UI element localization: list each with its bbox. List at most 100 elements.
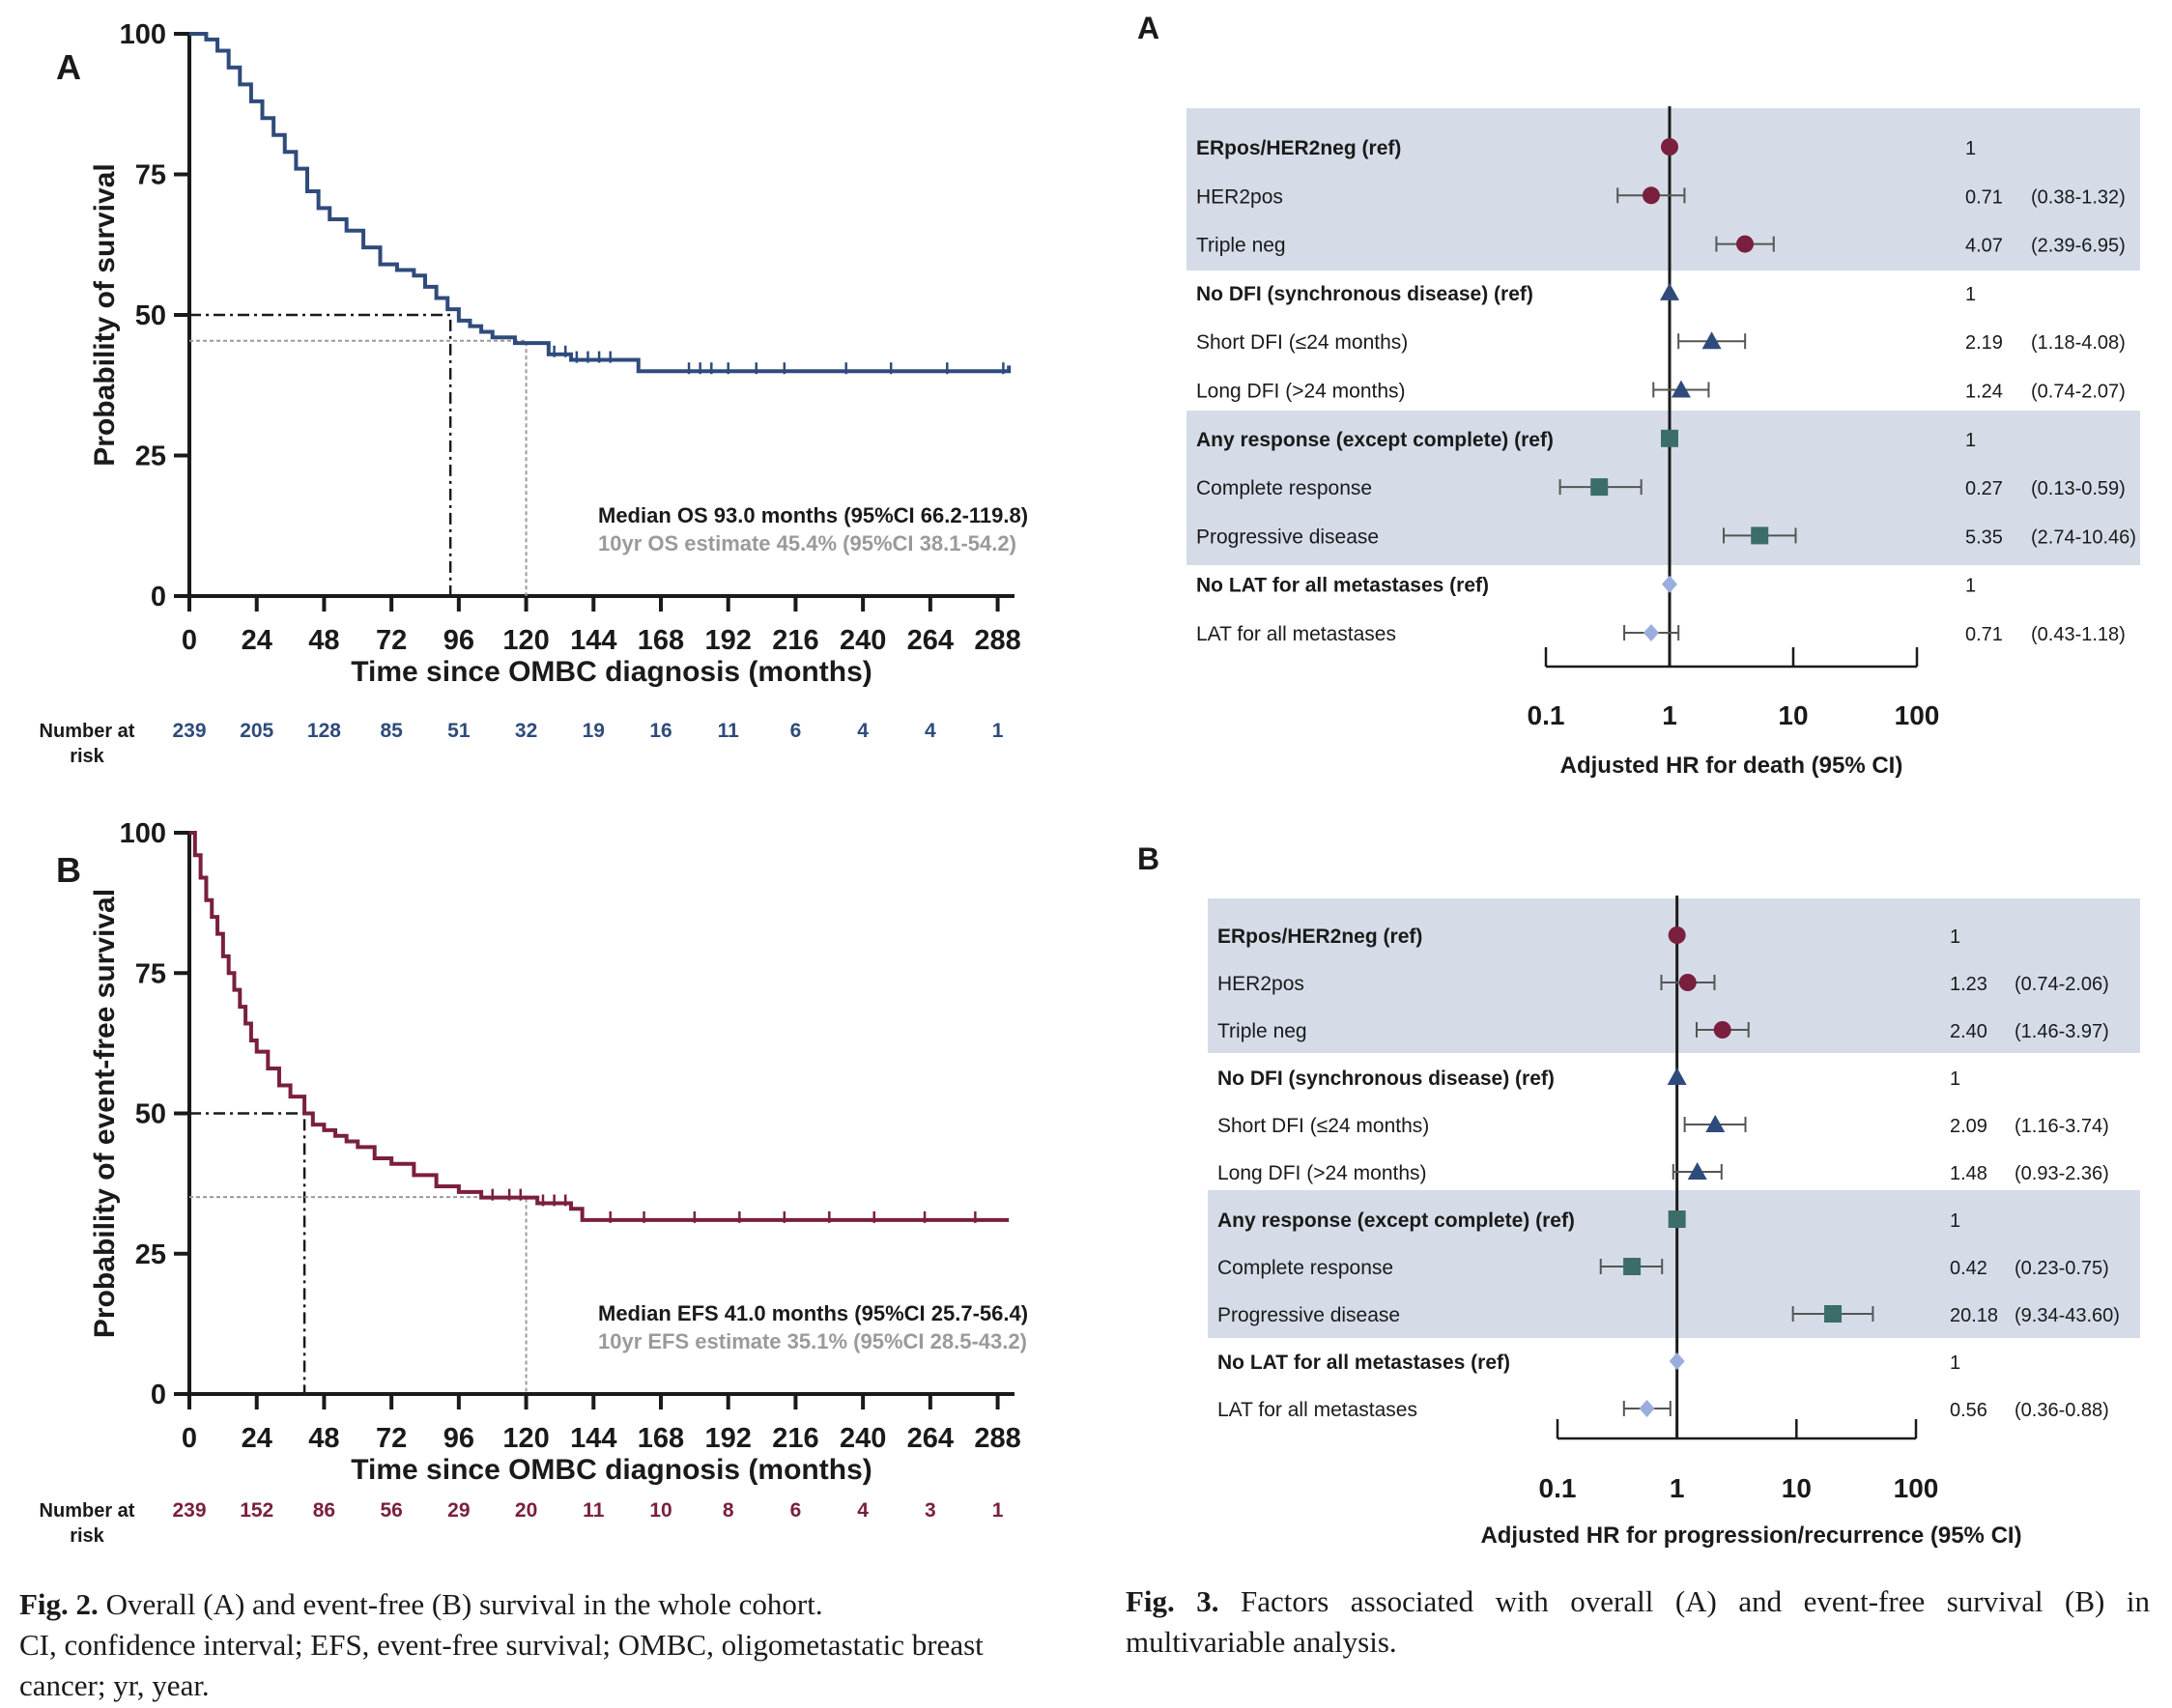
hr-marker-circle <box>1713 1021 1731 1039</box>
y-tick-label: 100 <box>120 818 166 849</box>
x-tick-label: 240 <box>840 625 886 656</box>
x-tick-label: 96 <box>443 625 474 656</box>
y-axis-title: Probability of event-free survival <box>89 889 121 1338</box>
ci-value: (0.43-1.18) <box>2031 624 2126 645</box>
x-tick-label: 48 <box>308 1423 339 1454</box>
x-tick-label: 0 <box>182 1423 197 1454</box>
y-tick-label: 75 <box>135 160 166 191</box>
x-tick-label: 288 <box>974 1423 1020 1454</box>
hr-value: 2.19 <box>1965 332 2003 354</box>
panel-letter: B <box>56 850 81 890</box>
hr-value: 1.24 <box>1965 382 2003 403</box>
row-label: Short DFI (≤24 months) <box>1196 331 1408 354</box>
row-label: LAT for all metastases <box>1196 623 1396 645</box>
x-tick-label: 192 <box>705 625 752 656</box>
y-axis-title: Probability of survival <box>89 163 121 466</box>
row-label: ERpos/HER2neg (ref) <box>1196 137 1401 159</box>
y-tick-label: 100 <box>120 19 166 50</box>
row-label: Short DFI (≤24 months) <box>1217 1115 1429 1137</box>
hr-value: 1 <box>1965 284 1976 305</box>
number-at-risk: 6 <box>790 720 802 742</box>
row-label: Progressive disease <box>1217 1304 1400 1326</box>
number-at-risk: 239 <box>172 720 206 742</box>
x-tick-label: 0.1 <box>1539 1473 1577 1503</box>
ci-value: (1.16-3.74) <box>2015 1116 2109 1137</box>
ten-year-reference-line <box>189 1196 528 1394</box>
row-label: Triple neg <box>1217 1020 1307 1042</box>
hr-marker-triangle <box>1701 331 1722 350</box>
ci-value: (0.93-2.36) <box>2015 1163 2109 1184</box>
hr-value: 1.48 <box>1950 1163 1987 1184</box>
y-tick-label: 0 <box>151 1380 166 1410</box>
row-label: HER2pos <box>1217 973 1304 995</box>
row-label: Triple neg <box>1196 235 1286 257</box>
median-annotation: Median OS 93.0 months (95%CI 66.2-119.8) <box>598 503 1028 527</box>
hr-value: 1 <box>1965 138 1976 159</box>
number-at-risk: 152 <box>240 1499 273 1522</box>
hr-marker-square <box>1751 527 1769 545</box>
survival-curve-efs <box>189 831 1010 1222</box>
number-at-risk: 11 <box>583 1499 605 1522</box>
x-tick-label: 1 <box>1670 1473 1685 1503</box>
row-label: Progressive disease <box>1196 526 1379 548</box>
y-tick-label: 25 <box>135 441 166 472</box>
x-tick-label: 10 <box>1778 700 1808 730</box>
y-tick-label: 50 <box>135 300 166 331</box>
ci-value: (0.38-1.32) <box>2031 186 2126 208</box>
ci-value: (2.39-6.95) <box>2031 236 2126 257</box>
number-at-risk: 56 <box>380 1499 402 1522</box>
number-at-risk: 85 <box>380 720 403 742</box>
number-at-risk: 16 <box>649 720 672 742</box>
hr-value: 1 <box>1950 926 1960 948</box>
survival-curve-os <box>189 32 1012 374</box>
row-label: ERpos/HER2neg (ref) <box>1217 925 1422 948</box>
number-at-risk: 29 <box>447 1499 470 1522</box>
x-tick-label: 24 <box>242 625 272 656</box>
number-at-risk: 1 <box>992 720 1004 742</box>
x-axis-title: Adjusted HR for death (95% CI) <box>1560 753 1903 779</box>
number-at-risk: 6 <box>790 1499 802 1522</box>
forest-panel-a: A 0.1 1 10 100 Adjusted HR for death (95% CI)… <box>1137 11 2140 779</box>
panel-letter: A <box>56 47 81 87</box>
hr-marker-circle <box>1668 926 1686 944</box>
hr-value: 0.56 <box>1950 1400 1987 1421</box>
number-at-risk: 205 <box>240 720 273 742</box>
row-label: No DFI (synchronous disease) (ref) <box>1217 1068 1555 1090</box>
number-at-risk: 128 <box>307 720 341 742</box>
x-tick-label: 144 <box>570 625 616 656</box>
ten-year-annotation: 10yr EFS estimate 35.1% (95%CI 28.5-43.2… <box>598 1329 1027 1353</box>
ci-value: (2.74-10.46) <box>2031 527 2136 548</box>
number-at-risk: 32 <box>515 720 537 742</box>
hr-value: 1 <box>1965 430 1976 451</box>
x-tick-label: 10 <box>1782 1473 1812 1503</box>
ci-value: (0.74-2.07) <box>2031 382 2126 403</box>
median-reference-line <box>189 1112 306 1394</box>
number-at-risk: 4 <box>925 720 936 742</box>
row-label: No LAT for all metastases (ref) <box>1196 575 1489 597</box>
risk-table-label-2: risk <box>70 746 104 767</box>
hr-marker-diamond <box>1662 575 1677 593</box>
number-at-risk: 11 <box>718 720 740 742</box>
figure-2-caption: Fig. 2. Overall (A) and event-free (B) s… <box>19 1584 1063 1706</box>
panel-letter: B <box>1137 841 1159 876</box>
row-label: Any response (except complete) (ref) <box>1196 429 1554 451</box>
hr-marker-square <box>1668 1210 1686 1228</box>
x-tick-label: 100 <box>1894 1473 1939 1503</box>
y-tick-label: 0 <box>151 582 166 612</box>
row-label: No DFI (synchronous disease) (ref) <box>1196 283 1533 305</box>
median-annotation: Median EFS 41.0 months (95%CI 25.7-56.4) <box>598 1301 1028 1325</box>
x-tick-label: 168 <box>638 1423 684 1454</box>
ci-value: (0.74-2.06) <box>2015 974 2109 995</box>
hr-marker-diamond <box>1669 1352 1685 1370</box>
median-reference-line <box>189 313 452 596</box>
x-tick-label: 288 <box>974 625 1020 656</box>
x-tick-label: 264 <box>907 625 954 656</box>
hr-marker-triangle <box>1667 1068 1687 1085</box>
hr-value: 1 <box>1965 576 1976 597</box>
hr-marker-triangle <box>1660 282 1679 300</box>
group-band <box>1186 108 2140 270</box>
risk-table-label: Number at <box>40 721 135 742</box>
number-at-risk: 51 <box>447 720 471 742</box>
figure-3-caption-text: Factors associated with overall (A) and … <box>1126 1584 2150 1659</box>
